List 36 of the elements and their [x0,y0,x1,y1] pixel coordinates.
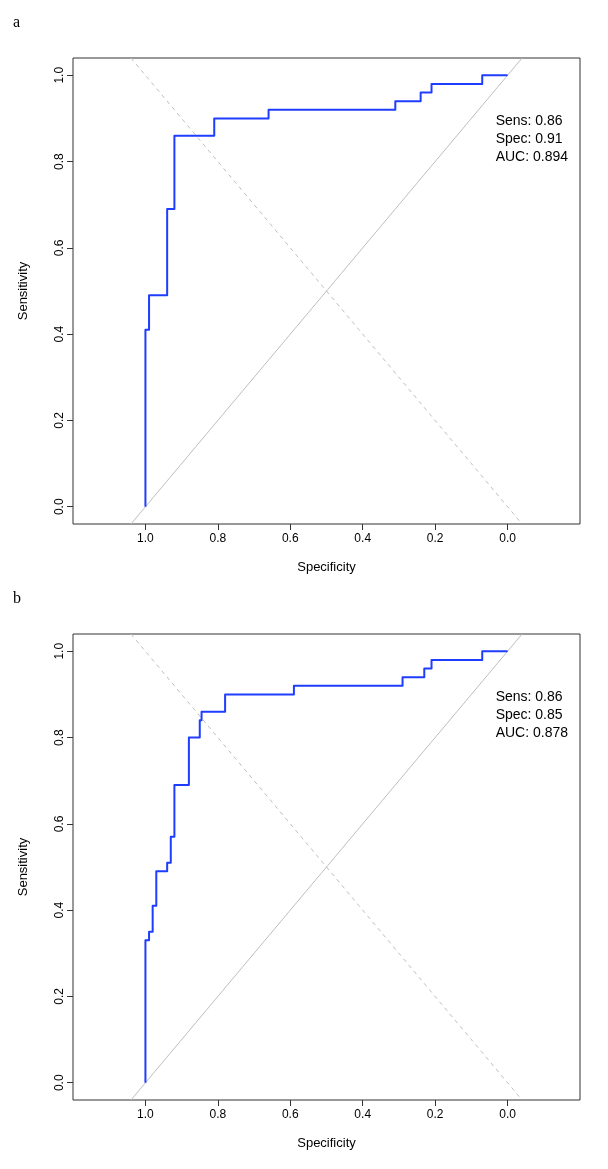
x-tick-label: 0.6 [281,531,299,545]
y-tick-label: 0.2 [52,411,66,429]
annotation: Sens: 0.86 [495,688,563,704]
x-tick-label: 0.2 [426,1107,444,1121]
y-tick-label: 1.0 [52,642,66,660]
x-tick-label: 0.4 [354,531,372,545]
x-tick-label: 0.6 [281,1107,299,1121]
y-tick-label: 0.2 [52,987,66,1005]
annotation: AUC: 0.878 [495,724,569,740]
x-tick-label: 0.2 [426,531,444,545]
x-axis-title: Specificity [297,559,357,574]
y-tick-label: 0.0 [52,1074,66,1092]
x-tick-label: 0.0 [499,1107,517,1121]
x-tick-label: 1.0 [137,531,155,545]
x-tick-label: 0.8 [209,1107,227,1121]
y-tick-label: 0.8 [52,152,66,170]
y-tick-label: 0.0 [52,498,66,516]
y-tick-label: 0.4 [52,325,66,343]
annotation: Sens: 0.86 [495,112,563,128]
y-tick-label: 0.6 [52,815,66,833]
y-tick-label: 0.6 [52,239,66,257]
x-axis-title: Specificity [297,1135,357,1150]
y-tick-label: 0.8 [52,728,66,746]
annotation: Spec: 0.91 [495,130,563,146]
chart-title: b [13,588,21,606]
chart-title: a [13,12,21,30]
y-axis-title: Sensitivity [15,837,30,897]
y-tick-label: 0.4 [52,901,66,919]
annotation: AUC: 0.894 [495,148,569,164]
x-tick-label: 0.0 [499,531,517,545]
y-axis-title: Sensitivity [15,261,30,321]
x-tick-label: 1.0 [137,1107,155,1121]
x-tick-label: 0.4 [354,1107,372,1121]
x-tick-label: 0.8 [209,531,227,545]
annotation: Spec: 0.85 [495,706,563,722]
y-tick-label: 1.0 [52,66,66,84]
